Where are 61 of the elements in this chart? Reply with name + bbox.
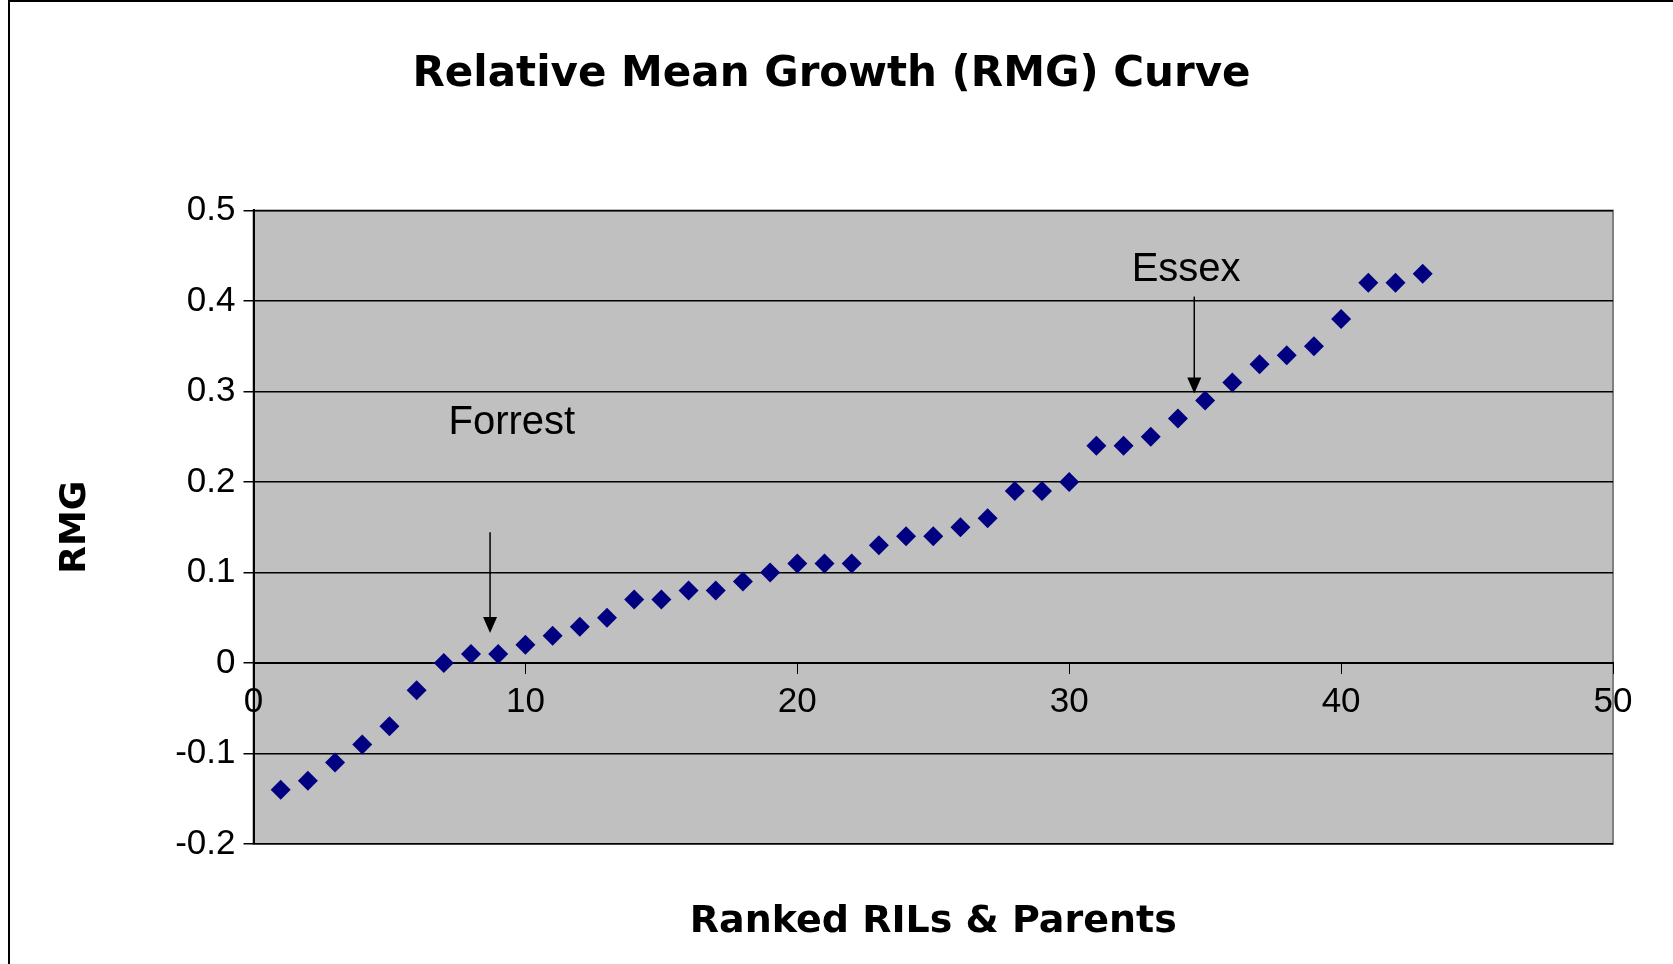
point — [325, 752, 346, 773]
chart-title: Relative Mean Growth (RMG) Curve — [412, 47, 1251, 97]
x-tick-label: 50 — [1593, 679, 1633, 719]
y-tick-label: 0.2 — [186, 459, 236, 499]
point — [1385, 272, 1406, 293]
point — [488, 643, 509, 664]
point — [1412, 263, 1433, 284]
annotation: Essex — [1131, 244, 1241, 289]
point — [433, 652, 454, 673]
point — [624, 589, 645, 610]
y-tick-label: 0.5 — [186, 188, 236, 228]
y-tick-label: 0 — [216, 640, 236, 680]
x-tick-label: 10 — [505, 679, 545, 719]
y-tick-label: 0.3 — [186, 369, 236, 409]
point — [1249, 354, 1270, 375]
point — [461, 643, 482, 664]
point — [896, 526, 917, 547]
point — [1222, 372, 1243, 393]
point — [732, 571, 753, 592]
point — [651, 589, 672, 610]
point — [950, 517, 971, 538]
point — [1032, 480, 1053, 501]
point — [1358, 272, 1379, 293]
point — [760, 562, 781, 583]
point — [923, 526, 944, 547]
point — [1059, 471, 1080, 492]
point — [1331, 309, 1352, 330]
x-tick-label: 30 — [1049, 679, 1089, 719]
point — [542, 625, 563, 646]
point — [868, 535, 889, 556]
point — [1303, 336, 1324, 357]
point — [379, 716, 400, 737]
point — [841, 553, 862, 574]
point — [596, 607, 617, 628]
x-tick-label: 20 — [777, 679, 817, 719]
annotation: Forrest — [448, 398, 576, 443]
point — [1167, 408, 1188, 429]
point — [270, 779, 291, 800]
y-tick-label: 0.4 — [186, 278, 236, 318]
y-tick-label: -0.2 — [175, 821, 236, 861]
point — [1276, 345, 1297, 366]
y-tick-label: -0.1 — [175, 731, 236, 771]
point — [515, 634, 536, 655]
x-tick-label: 40 — [1321, 679, 1361, 719]
point — [1004, 480, 1025, 501]
point — [569, 616, 590, 637]
point — [406, 680, 427, 701]
point — [1086, 435, 1107, 456]
point — [1195, 390, 1216, 411]
point — [814, 553, 835, 574]
point — [787, 553, 808, 574]
y-tick-label: 0.1 — [186, 550, 236, 590]
point — [352, 734, 373, 755]
point — [297, 770, 318, 791]
point — [1140, 426, 1161, 447]
point — [977, 508, 998, 529]
point — [1113, 435, 1134, 456]
point — [678, 580, 699, 601]
x-axis-title: Ranked RILs & Parents — [689, 896, 1177, 941]
point — [705, 580, 726, 601]
y-axis-title: RMG — [51, 480, 93, 574]
